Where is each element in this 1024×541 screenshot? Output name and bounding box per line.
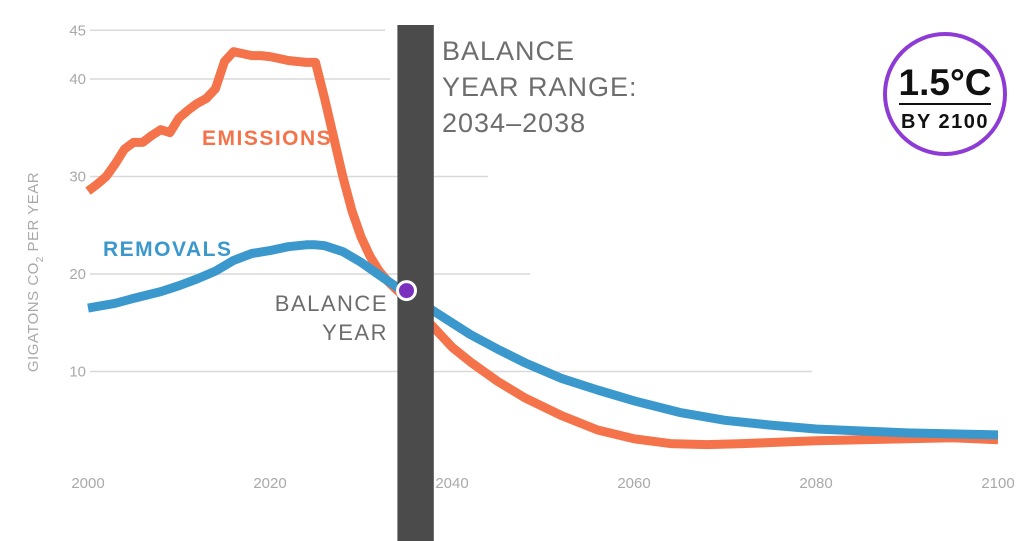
balance-year-label-line1: BALANCE [275, 291, 388, 316]
series-line-emissions [85, 47, 999, 450]
y-tick-label: 20 [69, 266, 86, 283]
badge-ring [883, 32, 1007, 156]
balance-year-marker [396, 280, 417, 302]
y-axis-ticks: 10 20 30 40 45 [69, 22, 86, 380]
temperature-badge: 1.5°C BY 2100 [883, 32, 1007, 156]
x-tick-label: 2040 [435, 475, 468, 492]
range-label-line1: BALANCE [442, 36, 575, 66]
balance-year-label-line2: YEAR [322, 320, 388, 345]
series-label-removals: REMOVALS [103, 238, 232, 261]
y-tick-label: 30 [69, 169, 86, 186]
badge-sub-text: BY 2100 [901, 111, 989, 133]
gridlines [90, 29, 812, 373]
y-tick-label: 10 [69, 364, 86, 381]
range-label-line3: 2034–2038 [442, 108, 586, 138]
x-axis-ticks: 2000 2020 2040 2060 2080 2100 [71, 475, 1014, 492]
y-tick-label: 40 [69, 71, 86, 88]
x-tick-label: 2060 [617, 475, 650, 492]
range-label-line2: YEAR RANGE: [442, 72, 638, 102]
y-tick-label: 45 [69, 22, 86, 39]
badge-main-text: 1.5°C [899, 62, 992, 103]
y-axis-title: GIGATONS CO2 PER YEAR [25, 172, 46, 372]
x-tick-label: 2080 [799, 475, 832, 492]
x-tick-label: 2020 [253, 475, 286, 492]
series-label-emissions: EMISSIONS [202, 127, 332, 150]
x-tick-label: 2100 [981, 475, 1014, 492]
x-tick-label: 2000 [71, 475, 104, 492]
